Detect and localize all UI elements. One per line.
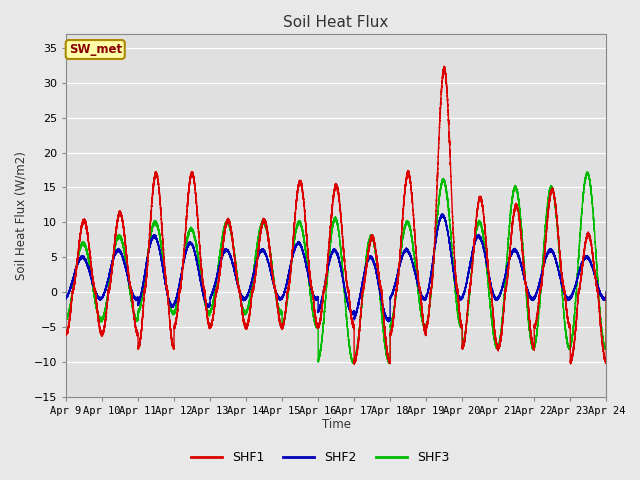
SHF1 [350,361,358,367]
SHF2 [385,319,392,325]
Legend: SHF1, SHF2, SHF3: SHF1, SHF2, SHF3 [186,446,454,469]
SHF2 [90,285,98,290]
SHF2 [602,288,610,294]
SHF1 [483,248,491,253]
SHF3 [385,360,393,366]
Line: SHF2: SHF2 [66,214,606,322]
Line: SHF3: SHF3 [66,172,606,363]
SHF3 [483,265,490,271]
Line: SHF1: SHF1 [66,66,606,364]
SHF2 [468,252,476,258]
SHF3 [468,263,476,268]
SHF1 [602,291,610,297]
SHF2 [483,261,491,267]
SHF1 [468,266,476,272]
SHF2 [496,290,504,296]
Y-axis label: Soil Heat Flux (W/m2): Soil Heat Flux (W/m2) [15,151,28,280]
SHF3 [504,248,511,254]
Text: SW_met: SW_met [68,43,122,56]
SHF3 [583,169,591,175]
SHF1 [504,274,511,279]
Title: Soil Heat Flux: Soil Heat Flux [284,15,388,30]
X-axis label: Time: Time [322,419,351,432]
SHF3 [602,289,610,295]
SHF1 [440,63,448,69]
SHF2 [438,211,446,217]
SHF1 [407,184,415,190]
SHF2 [62,296,70,302]
SHF2 [504,264,511,269]
SHF3 [62,316,70,322]
SHF3 [407,230,415,236]
SHF1 [496,341,504,347]
SHF1 [90,285,98,291]
SHF3 [90,294,98,300]
SHF2 [407,254,415,260]
SHF1 [62,331,70,336]
SHF3 [496,336,504,342]
